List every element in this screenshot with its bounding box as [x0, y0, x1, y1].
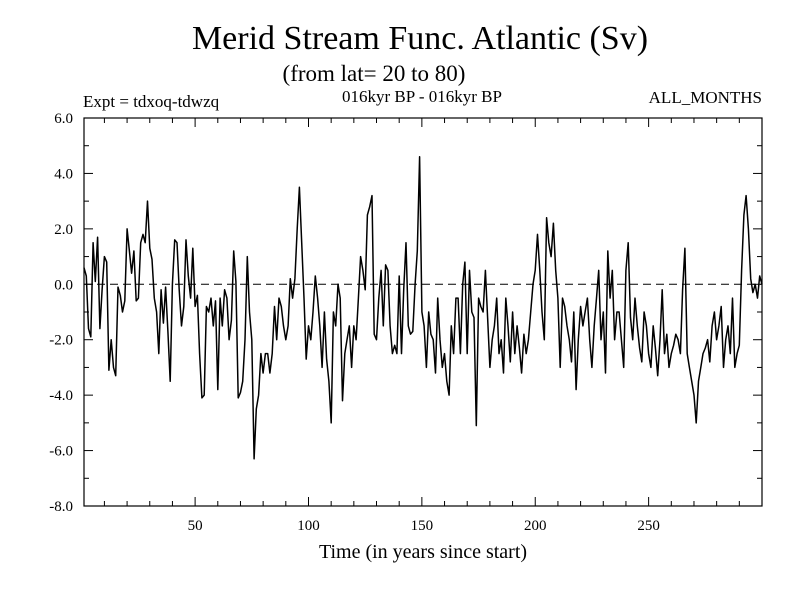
y-tick-label: 4.0 [54, 166, 73, 182]
x-tick-label: 100 [297, 518, 320, 534]
y-tick-label: -4.0 [49, 388, 73, 404]
experiment-label: Expt = tdxoq-tdwzq [83, 92, 220, 111]
y-axis: -8.0 -6.0 -4.0 -2.0 0.0 2.0 4.0 6.0 [49, 111, 762, 515]
chart-title: Merid Stream Func. Atlantic (Sv) [192, 20, 648, 57]
months-label: ALL_MONTHS [649, 88, 762, 107]
y-tick-label: 0.0 [54, 277, 73, 293]
y-tick-label: -8.0 [49, 499, 73, 515]
x-tick-label: 50 [188, 518, 203, 534]
series-line [83, 156, 763, 460]
y-tick-label: 6.0 [54, 111, 73, 127]
plot-frame [83, 117, 763, 507]
x-tick-label: 150 [411, 518, 434, 534]
x-axis-label: Time (in years since start) [319, 541, 527, 563]
y-tick-label: -6.0 [49, 444, 73, 460]
chart-subtitle: (from lat= 20 to 80) [283, 61, 466, 86]
y-tick-label: -2.0 [49, 333, 73, 349]
x-tick-label: 250 [637, 518, 660, 534]
x-axis: 50 100 150 200 250 [103, 118, 740, 534]
x-tick-label: 200 [524, 518, 547, 534]
period-label: 016kyr BP - 016kyr BP [342, 87, 502, 106]
y-tick-label: 2.0 [54, 222, 73, 238]
